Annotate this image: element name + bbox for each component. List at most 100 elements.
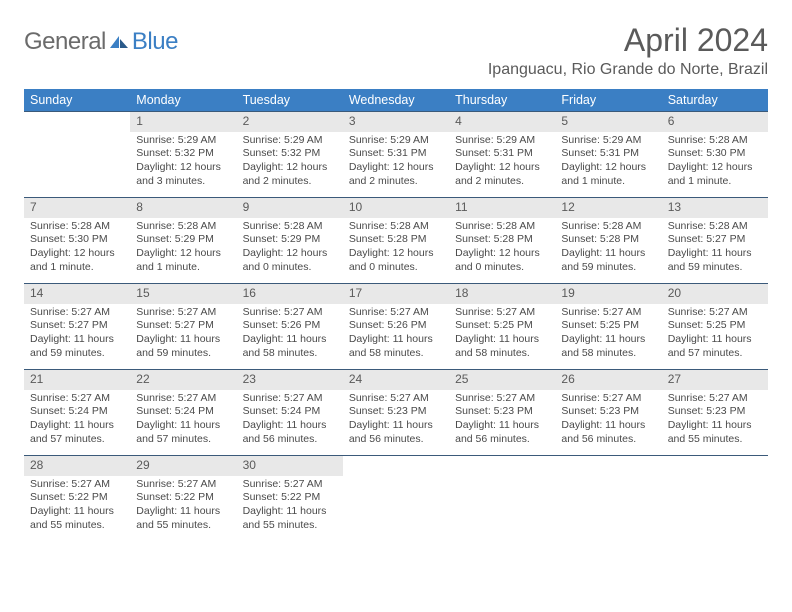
day-number: 5	[555, 111, 661, 132]
day-number: 20	[662, 283, 768, 304]
calendar-week-row: 14Sunrise: 5:27 AMSunset: 5:27 PMDayligh…	[24, 283, 768, 369]
sunrise-line: Sunrise: 5:28 AM	[668, 134, 762, 148]
sunrise-line: Sunrise: 5:28 AM	[561, 220, 655, 234]
calendar-body: 1Sunrise: 5:29 AMSunset: 5:32 PMDaylight…	[24, 111, 768, 541]
sunset-line: Sunset: 5:23 PM	[668, 405, 762, 419]
daylight-line: Daylight: 12 hours and 1 minute.	[561, 161, 655, 188]
sunset-line: Sunset: 5:26 PM	[349, 319, 443, 333]
sunrise-line: Sunrise: 5:29 AM	[243, 134, 337, 148]
day-content: Sunrise: 5:29 AMSunset: 5:31 PMDaylight:…	[555, 132, 661, 195]
day-content: Sunrise: 5:28 AMSunset: 5:29 PMDaylight:…	[130, 218, 236, 281]
sunset-line: Sunset: 5:23 PM	[561, 405, 655, 419]
sunrise-line: Sunrise: 5:29 AM	[561, 134, 655, 148]
calendar-week-row: 21Sunrise: 5:27 AMSunset: 5:24 PMDayligh…	[24, 369, 768, 455]
daylight-line: Daylight: 11 hours and 58 minutes.	[349, 333, 443, 360]
day-number: 21	[24, 369, 130, 390]
calendar-day-cell: 25Sunrise: 5:27 AMSunset: 5:23 PMDayligh…	[449, 369, 555, 455]
calendar-day-cell: 11Sunrise: 5:28 AMSunset: 5:28 PMDayligh…	[449, 197, 555, 283]
weekday-header: Saturday	[662, 89, 768, 111]
sunrise-line: Sunrise: 5:27 AM	[30, 392, 124, 406]
calendar-day-cell: 2Sunrise: 5:29 AMSunset: 5:32 PMDaylight…	[237, 111, 343, 197]
daylight-line: Daylight: 11 hours and 56 minutes.	[455, 419, 549, 446]
day-number: 30	[237, 455, 343, 476]
page-header: General Blue April 2024 Ipanguacu, Rio G…	[24, 22, 768, 79]
day-number: 14	[24, 283, 130, 304]
sunset-line: Sunset: 5:31 PM	[455, 147, 549, 161]
calendar-day-cell: 29Sunrise: 5:27 AMSunset: 5:22 PMDayligh…	[130, 455, 236, 541]
calendar-day-cell: 16Sunrise: 5:27 AMSunset: 5:26 PMDayligh…	[237, 283, 343, 369]
sunrise-line: Sunrise: 5:28 AM	[455, 220, 549, 234]
calendar-day-cell: 14Sunrise: 5:27 AMSunset: 5:27 PMDayligh…	[24, 283, 130, 369]
day-number: 22	[130, 369, 236, 390]
day-content: Sunrise: 5:27 AMSunset: 5:24 PMDaylight:…	[130, 390, 236, 453]
calendar-week-row: 7Sunrise: 5:28 AMSunset: 5:30 PMDaylight…	[24, 197, 768, 283]
day-number: 26	[555, 369, 661, 390]
daylight-line: Daylight: 11 hours and 56 minutes.	[561, 419, 655, 446]
sunrise-line: Sunrise: 5:27 AM	[668, 392, 762, 406]
calendar-day-cell	[449, 455, 555, 541]
brand-part1: General	[24, 28, 106, 56]
day-number: 19	[555, 283, 661, 304]
daylight-line: Daylight: 11 hours and 55 minutes.	[243, 505, 337, 532]
daylight-line: Daylight: 11 hours and 55 minutes.	[136, 505, 230, 532]
sail-icon	[108, 34, 130, 50]
day-number: 29	[130, 455, 236, 476]
day-content: Sunrise: 5:28 AMSunset: 5:27 PMDaylight:…	[662, 218, 768, 281]
daylight-line: Daylight: 12 hours and 2 minutes.	[455, 161, 549, 188]
sunrise-line: Sunrise: 5:27 AM	[30, 478, 124, 492]
sunset-line: Sunset: 5:30 PM	[668, 147, 762, 161]
day-number: 13	[662, 197, 768, 218]
sunrise-line: Sunrise: 5:29 AM	[455, 134, 549, 148]
sunrise-line: Sunrise: 5:28 AM	[243, 220, 337, 234]
day-content: Sunrise: 5:27 AMSunset: 5:27 PMDaylight:…	[24, 304, 130, 367]
day-number: 8	[130, 197, 236, 218]
sunset-line: Sunset: 5:25 PM	[455, 319, 549, 333]
sunset-line: Sunset: 5:32 PM	[136, 147, 230, 161]
day-number	[24, 111, 130, 116]
calendar-day-cell: 4Sunrise: 5:29 AMSunset: 5:31 PMDaylight…	[449, 111, 555, 197]
sunrise-line: Sunrise: 5:27 AM	[136, 478, 230, 492]
calendar-day-cell: 20Sunrise: 5:27 AMSunset: 5:25 PMDayligh…	[662, 283, 768, 369]
brand-part2: Blue	[132, 28, 178, 56]
day-number: 1	[130, 111, 236, 132]
sunset-line: Sunset: 5:32 PM	[243, 147, 337, 161]
sunset-line: Sunset: 5:23 PM	[455, 405, 549, 419]
day-number: 9	[237, 197, 343, 218]
day-content: Sunrise: 5:27 AMSunset: 5:27 PMDaylight:…	[130, 304, 236, 367]
location-text: Ipanguacu, Rio Grande do Norte, Brazil	[488, 61, 768, 79]
calendar-week-row: 28Sunrise: 5:27 AMSunset: 5:22 PMDayligh…	[24, 455, 768, 541]
calendar-day-cell: 18Sunrise: 5:27 AMSunset: 5:25 PMDayligh…	[449, 283, 555, 369]
calendar-day-cell	[343, 455, 449, 541]
weekday-header: Wednesday	[343, 89, 449, 111]
daylight-line: Daylight: 12 hours and 2 minutes.	[243, 161, 337, 188]
day-number: 23	[237, 369, 343, 390]
day-content: Sunrise: 5:29 AMSunset: 5:31 PMDaylight:…	[449, 132, 555, 195]
day-content: Sunrise: 5:27 AMSunset: 5:22 PMDaylight:…	[130, 476, 236, 539]
calendar-day-cell: 7Sunrise: 5:28 AMSunset: 5:30 PMDaylight…	[24, 197, 130, 283]
day-content: Sunrise: 5:27 AMSunset: 5:25 PMDaylight:…	[555, 304, 661, 367]
sunset-line: Sunset: 5:28 PM	[561, 233, 655, 247]
day-content: Sunrise: 5:27 AMSunset: 5:23 PMDaylight:…	[555, 390, 661, 453]
calendar-day-cell: 15Sunrise: 5:27 AMSunset: 5:27 PMDayligh…	[130, 283, 236, 369]
calendar-day-cell	[662, 455, 768, 541]
sunrise-line: Sunrise: 5:27 AM	[349, 306, 443, 320]
weekday-header: Tuesday	[237, 89, 343, 111]
calendar-day-cell: 3Sunrise: 5:29 AMSunset: 5:31 PMDaylight…	[343, 111, 449, 197]
sunrise-line: Sunrise: 5:28 AM	[30, 220, 124, 234]
daylight-line: Daylight: 12 hours and 3 minutes.	[136, 161, 230, 188]
calendar-week-row: 1Sunrise: 5:29 AMSunset: 5:32 PMDaylight…	[24, 111, 768, 197]
day-content: Sunrise: 5:27 AMSunset: 5:23 PMDaylight:…	[449, 390, 555, 453]
sunset-line: Sunset: 5:22 PM	[30, 491, 124, 505]
calendar-day-cell: 6Sunrise: 5:28 AMSunset: 5:30 PMDaylight…	[662, 111, 768, 197]
day-number: 12	[555, 197, 661, 218]
calendar-day-cell: 5Sunrise: 5:29 AMSunset: 5:31 PMDaylight…	[555, 111, 661, 197]
daylight-line: Daylight: 12 hours and 2 minutes.	[349, 161, 443, 188]
day-number: 15	[130, 283, 236, 304]
sunset-line: Sunset: 5:28 PM	[455, 233, 549, 247]
daylight-line: Daylight: 11 hours and 58 minutes.	[243, 333, 337, 360]
daylight-line: Daylight: 11 hours and 58 minutes.	[455, 333, 549, 360]
calendar-day-cell: 1Sunrise: 5:29 AMSunset: 5:32 PMDaylight…	[130, 111, 236, 197]
sunrise-line: Sunrise: 5:28 AM	[136, 220, 230, 234]
calendar-day-cell: 23Sunrise: 5:27 AMSunset: 5:24 PMDayligh…	[237, 369, 343, 455]
day-number: 27	[662, 369, 768, 390]
